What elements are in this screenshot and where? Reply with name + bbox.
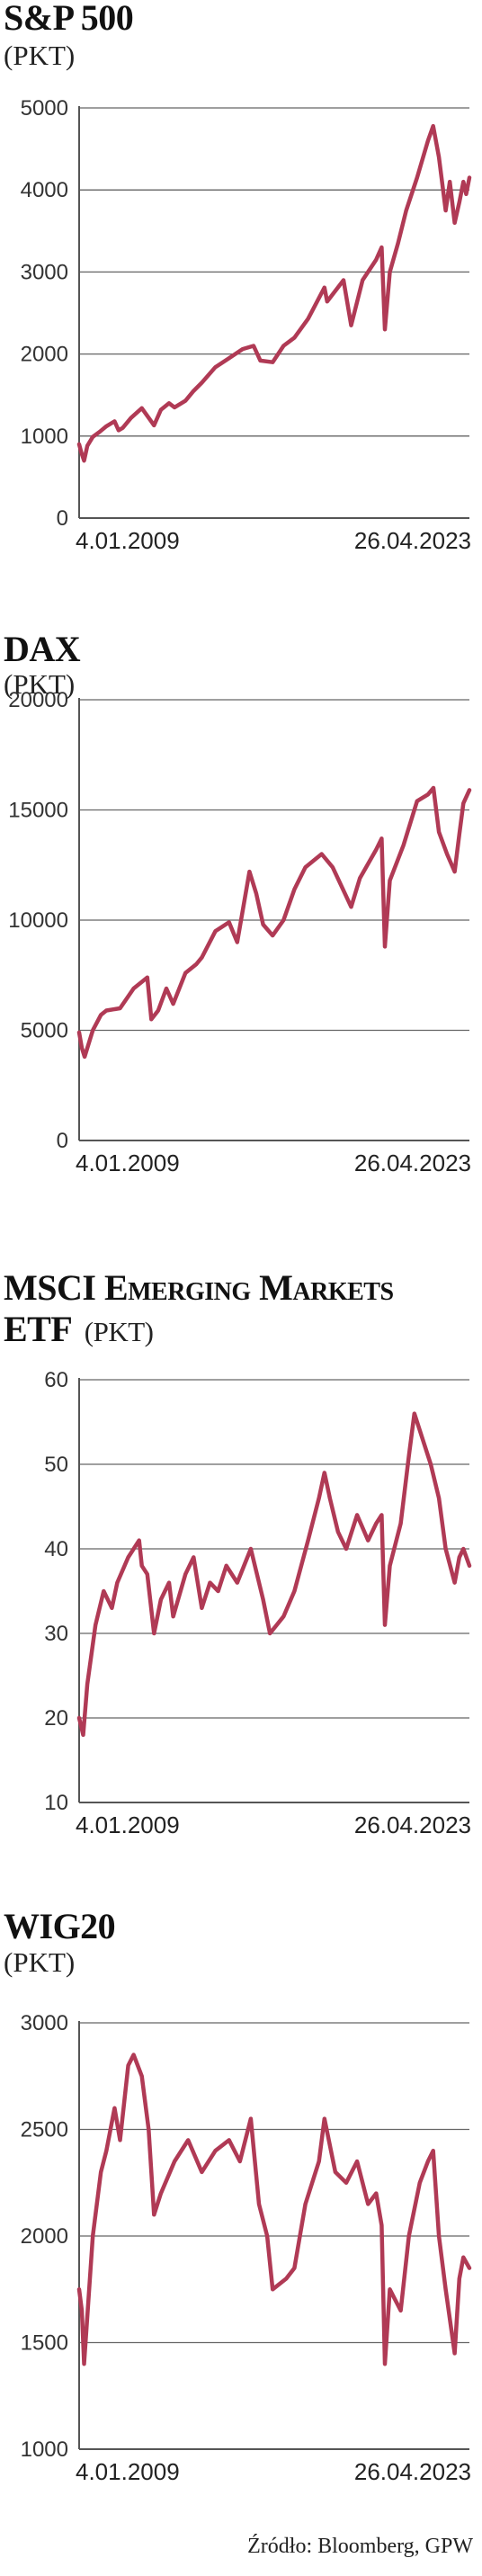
chart-panel-wig20: WIG20 (PKT) 1000 1500 2000 2500 3000 4.01.200… (0, 1898, 482, 2527)
chart-title: S&P 500 (4, 0, 134, 38)
y-tick-label: 3000 (21, 2011, 68, 2035)
y-tick-label: 30 (44, 1622, 68, 1646)
chart-unit: (PKT) (4, 40, 76, 71)
x-tick-label-start: 4.01.2009 (76, 2458, 180, 2485)
chart-unit: (PKT) (84, 1316, 154, 1347)
chart-title-line1: MSCI Emerging Markets (4, 1267, 394, 1308)
x-tick-label-end: 26.04.2023 (354, 1811, 471, 1838)
x-tick-label-start: 4.01.2009 (76, 527, 180, 554)
y-tick-label: 15000 (8, 799, 68, 823)
series-line (76, 123, 472, 463)
y-tick-label: 20000 (8, 688, 68, 712)
series-line (76, 1411, 472, 1738)
chart-title: MSCI Emerging Markets (4, 1268, 394, 1308)
y-tick-label: 2500 (21, 2118, 68, 2142)
y-tick-label: 4000 (21, 178, 68, 202)
x-tick-label-end: 26.04.2023 (354, 1149, 471, 1176)
y-tick-label: 5000 (21, 1019, 68, 1043)
chart-unit: (PKT) (4, 1946, 76, 1978)
y-tick-label: 10000 (8, 908, 68, 933)
chart-panel-dax: DAX (PKT) 0 5000 10000 15000 20000 4.01.2009 2… (0, 629, 482, 1176)
y-tick-label: 0 (57, 506, 68, 531)
y-tick-label: 5000 (21, 96, 68, 121)
y-tick-label: 2000 (21, 2224, 68, 2249)
y-tick-label: 10 (44, 1791, 68, 1815)
chart-dax: 0 5000 10000 15000 20000 4.01.2009 26.04.2023 (8, 688, 472, 1176)
y-tick-label: 3000 (21, 260, 68, 284)
chart-title: DAX (4, 629, 81, 669)
chart-sp500: 0 1000 2000 3000 4000 5000 4.01.2009 26.04.2023 (21, 96, 472, 554)
x-tick-label-start: 4.01.2009 (76, 1149, 180, 1176)
series-line (76, 2053, 472, 2366)
y-tick-label: 20 (44, 1706, 68, 1731)
chart-wig20: 1000 1500 2000 2500 3000 4.01.2009 26.04.2023 (21, 2011, 472, 2485)
series-line (76, 785, 472, 1060)
y-tick-label: 0 (57, 1129, 68, 1153)
y-tick-label: 40 (44, 1537, 68, 1561)
y-tick-label: 2000 (21, 343, 68, 367)
chart-unit: (PKT) (4, 668, 76, 700)
chart-panel-msci: MSCI Emerging Markets ETF (PKT) 10 20 30 40… (0, 1268, 482, 1838)
x-tick-label-start: 4.01.2009 (76, 1811, 180, 1838)
chart-msci: 10 20 30 40 50 60 4.01.2009 26.04.2023 (44, 1368, 472, 1838)
x-tick-label-end: 26.04.2023 (354, 2458, 471, 2485)
y-tick-label: 1000 (21, 425, 68, 449)
chart-title-line2: ETF (PKT) (4, 1309, 154, 1349)
y-tick-label: 1000 (21, 2437, 68, 2462)
y-tick-label: 60 (44, 1368, 68, 1392)
chart-panel-sp500: S&P 500 (PKT) 0 1000 2000 3000 4000 5000 4.01.… (0, 0, 482, 554)
y-tick-label: 50 (44, 1453, 68, 1477)
y-tick-label: 1500 (21, 2331, 68, 2356)
chart-title: WIG20 (4, 1906, 116, 1946)
source-note: Źródło: Bloomberg, GPW (247, 2535, 473, 2558)
x-tick-label-end: 26.04.2023 (354, 527, 471, 554)
